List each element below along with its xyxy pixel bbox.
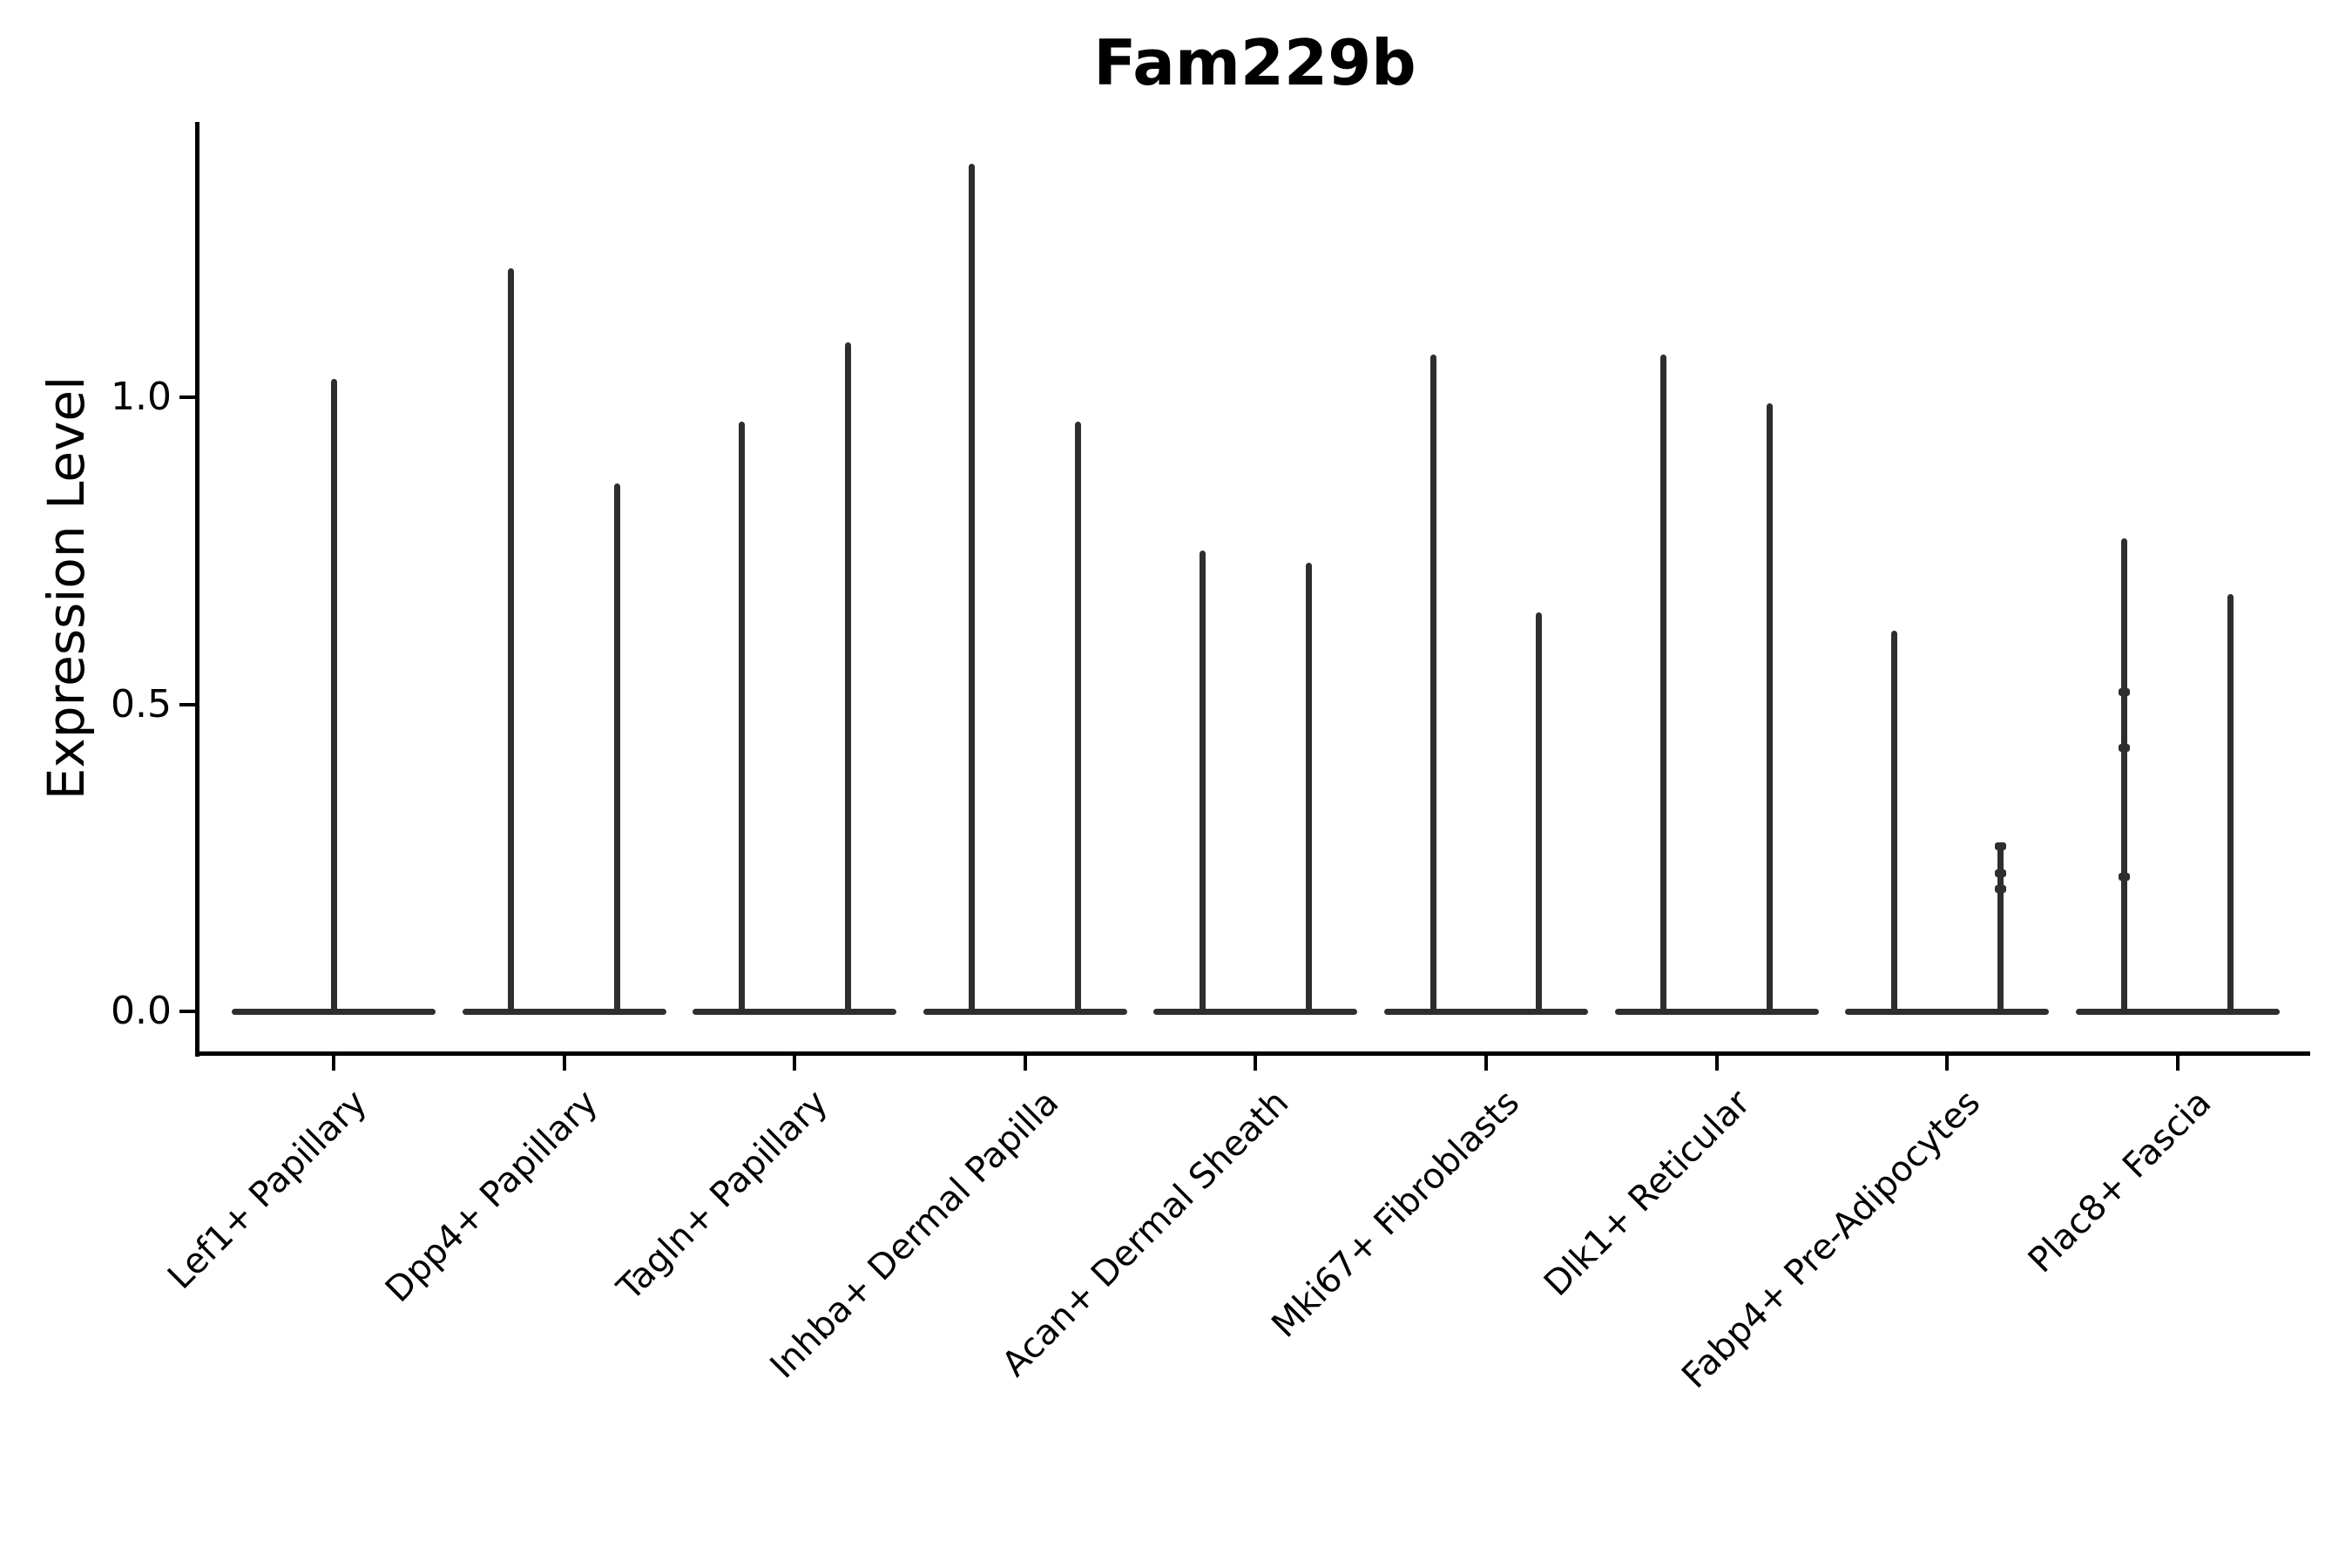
violin-point-marker	[1994, 869, 2006, 878]
plot-title: Fam229b	[1093, 26, 1416, 99]
violin-spike	[1890, 630, 1897, 1014]
violin-base	[462, 1009, 666, 1015]
violin-spike	[1075, 422, 1082, 1014]
x-axis-spine	[195, 1051, 2310, 1056]
x-tick-mark	[1714, 1055, 1719, 1071]
violin-base	[1614, 1009, 1819, 1015]
y-tick-label: 0.0	[111, 989, 172, 1033]
x-tick-label: Mki67+ Fibroblasts	[1264, 1082, 1528, 1346]
x-tick-mark	[1023, 1055, 1027, 1071]
violin-spike	[508, 267, 515, 1014]
violin-spike	[2227, 593, 2234, 1014]
x-tick-label: Dpp4+ Papillary	[377, 1082, 605, 1310]
y-tick-label: 0.5	[111, 681, 172, 727]
violin-point-marker	[1994, 885, 2006, 893]
y-axis-label: Expression Level	[37, 375, 96, 801]
x-tick-label: Plac8+ Fascia	[2020, 1082, 2220, 1281]
y-tick-label: 1.0	[111, 375, 172, 419]
x-tick-mark	[1484, 1055, 1488, 1071]
violin-base	[2075, 1009, 2280, 1015]
x-tick-label: Inhba+ Dermal Papilla	[762, 1082, 1067, 1387]
violin-base	[1153, 1009, 1358, 1015]
violin-base	[1845, 1009, 2050, 1015]
violin-point-marker	[2119, 872, 2131, 881]
violin-spike	[1429, 354, 1436, 1014]
violin-point-marker	[2119, 743, 2131, 752]
violin-spike	[2121, 538, 2128, 1014]
x-tick-mark	[562, 1055, 566, 1071]
violin-spike	[969, 164, 976, 1014]
violin-point-marker	[1994, 841, 2006, 850]
x-tick-mark	[2175, 1055, 2180, 1071]
violin-base	[923, 1009, 1127, 1015]
violin-spike	[738, 422, 745, 1014]
x-tick-label: Tagln+ Papillary	[610, 1082, 836, 1308]
x-tick-label: Dlk1+ Reticular	[1536, 1082, 1758, 1304]
x-tick-mark	[793, 1055, 797, 1071]
violin-spike	[1536, 612, 1543, 1014]
violin-spike	[1200, 551, 1206, 1014]
violin-base	[1384, 1009, 1588, 1015]
y-tick-mark	[179, 702, 197, 706]
x-tick-label: Acan+ Dermal Sheath	[995, 1082, 1297, 1385]
x-tick-mark	[1945, 1055, 1950, 1071]
violin-spike	[330, 378, 337, 1014]
violin-point-marker	[2119, 688, 2131, 697]
violin-spike	[844, 341, 851, 1014]
y-tick-mark	[179, 1010, 197, 1013]
x-tick-label: Fabp4+ Pre-Adipocytes	[1674, 1082, 1989, 1396]
x-tick-mark	[332, 1055, 335, 1071]
violin-spike	[1997, 845, 2004, 1014]
y-tick-mark	[179, 395, 197, 399]
violin-spike	[1660, 354, 1667, 1014]
y-axis-spine	[195, 122, 199, 1057]
x-tick-mark	[1254, 1055, 1258, 1071]
violin-spike	[1305, 563, 1312, 1014]
violin-spike	[1766, 403, 1773, 1014]
violin-base	[693, 1009, 897, 1015]
violin-spike	[613, 483, 620, 1014]
